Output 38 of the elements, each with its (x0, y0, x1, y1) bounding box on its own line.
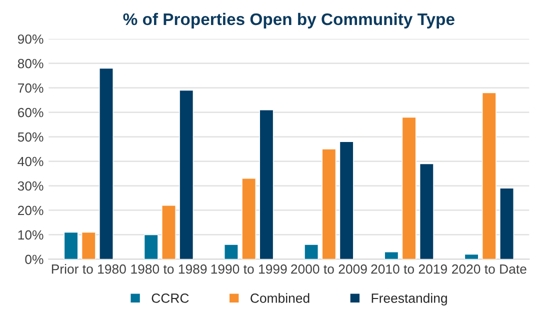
bar (464, 254, 479, 260)
bar (322, 148, 336, 260)
bar (64, 232, 78, 260)
y-tick-label: 10% (18, 230, 44, 240)
bar (304, 244, 318, 260)
y-tick-label: 80% (18, 58, 44, 68)
bar (99, 68, 114, 260)
bar (259, 110, 274, 260)
y-tick-label: 60% (18, 108, 44, 118)
x-tick-label: 2010 to 2019 (371, 264, 447, 274)
bar (242, 178, 256, 260)
x-tick-label: 1990 to 1999 (211, 264, 287, 274)
y-tick-label: 90% (18, 34, 44, 44)
y-tick-label: 0% (25, 254, 44, 264)
bar (162, 204, 176, 260)
y-tick-label: 50% (18, 132, 44, 142)
chart-title: % of Properties Open by Community Type (123, 12, 454, 28)
y-tick-label: 20% (18, 206, 44, 216)
x-tick-label: 1980 to 1989 (131, 264, 207, 274)
bar (81, 232, 96, 260)
bar (224, 244, 238, 260)
bar (402, 116, 416, 260)
legend-label: Freestanding (372, 293, 447, 306)
bar (482, 92, 496, 260)
bar (500, 188, 514, 260)
bar (420, 163, 434, 260)
legend-label: CCRC (152, 294, 189, 303)
bar (179, 90, 194, 260)
y-tick-label: 30% (18, 181, 44, 191)
x-tick-label: 2000 to 2009 (291, 264, 367, 274)
x-tick-label: Prior to 1980 (52, 264, 126, 274)
bar (144, 234, 158, 260)
bar (339, 141, 354, 260)
bar (384, 252, 399, 260)
y-tick-label: 70% (18, 83, 44, 93)
legend-label: Combined (250, 293, 310, 303)
x-tick-label: 2020 to Date (452, 264, 526, 274)
y-tick-label: 40% (18, 156, 44, 166)
